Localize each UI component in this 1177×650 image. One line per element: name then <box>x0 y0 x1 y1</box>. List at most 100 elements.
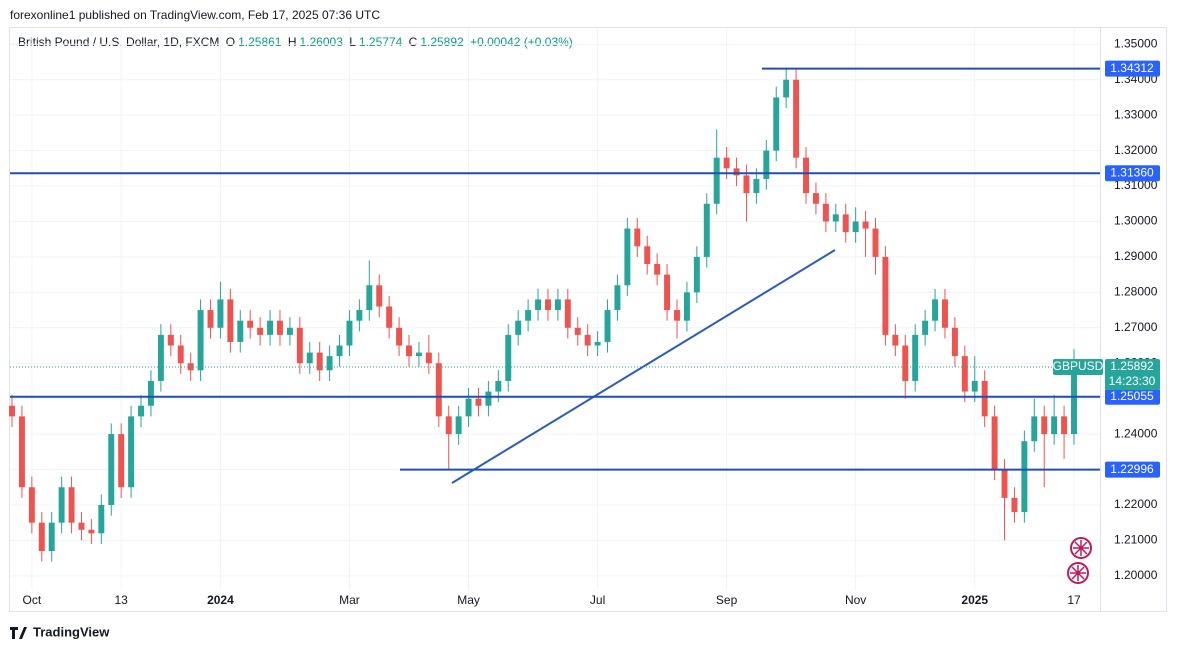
countdown: 14:23:30 <box>1109 374 1156 388</box>
candle-body <box>852 221 859 233</box>
candle-body <box>138 405 145 417</box>
symbol-legend: British Pound / U.S. Dollar, 1D, FXCM O 1… <box>18 35 576 49</box>
y-tick-label: 1.35000 <box>1114 36 1158 50</box>
x-tick-label: 2025 <box>961 593 988 607</box>
candle-body <box>108 434 115 505</box>
symbol: British Pound / U.S. Dollar, 1D, FXCM <box>18 35 220 49</box>
candle-body <box>1041 416 1048 435</box>
candle-body <box>902 345 909 381</box>
candle-body <box>862 221 869 229</box>
y-tick-label: 1.29000 <box>1114 249 1158 263</box>
candle-body <box>1021 441 1028 513</box>
candle-body <box>118 434 125 488</box>
candle-body <box>1051 416 1058 435</box>
candle-body <box>654 263 661 275</box>
candle-body <box>634 228 641 247</box>
candle-body <box>1031 416 1038 442</box>
candle-body <box>435 363 442 417</box>
candle-body <box>316 352 323 371</box>
level-label-bg <box>1105 388 1160 405</box>
candle-body <box>227 299 234 342</box>
candle-body <box>515 320 522 335</box>
overlays: 1.200001.210001.220001.230001.240001.250… <box>10 36 1160 607</box>
candle-body <box>38 522 45 552</box>
x-tick-label: Nov <box>845 593 866 607</box>
y-tick-label: 1.27000 <box>1114 320 1158 334</box>
candle-body <box>961 356 968 392</box>
y-tick-label: 1.30000 <box>1114 214 1158 228</box>
candle-body <box>495 380 502 392</box>
candle-body <box>197 310 204 371</box>
level-label: 1.25055 <box>1110 389 1154 403</box>
candle-body <box>455 416 462 435</box>
candle-body <box>296 327 303 364</box>
brand: TradingView <box>33 624 110 639</box>
candle-body <box>803 157 809 194</box>
candle-body <box>544 299 551 311</box>
ohlc-value: 1.25774 <box>358 35 403 49</box>
candle-body <box>267 320 274 335</box>
candle-body <box>773 97 780 151</box>
candle-body <box>882 256 889 335</box>
ohlc-value: 1.25892 <box>420 35 464 49</box>
candle-body <box>703 203 710 257</box>
candle-body <box>396 327 403 346</box>
x-tick-label: 2024 <box>207 593 234 607</box>
y-tick-label: 1.24000 <box>1114 426 1158 440</box>
last-price-label: 1.25892 <box>1110 359 1154 373</box>
candle-body <box>624 228 631 286</box>
x-tick-label: 17 <box>1067 593 1081 607</box>
candle-body <box>9 405 15 417</box>
x-tick-label: 13 <box>114 593 128 607</box>
candle-body <box>257 327 264 335</box>
candle-body <box>564 299 571 328</box>
candle-body <box>336 345 343 357</box>
candle-body <box>326 356 333 371</box>
candle-body <box>525 310 532 321</box>
candle-body <box>1001 469 1008 498</box>
level-label: 1.34312 <box>1110 61 1154 75</box>
candle-body <box>306 352 313 364</box>
candle-body <box>48 522 55 552</box>
flag-icon <box>1070 537 1092 559</box>
level-label-bg <box>1105 165 1160 182</box>
candle-body <box>951 327 958 357</box>
candle-body <box>346 320 353 346</box>
candle-body <box>277 320 283 335</box>
x-tick-label: Oct <box>23 593 42 607</box>
candle-body <box>366 285 373 311</box>
published-line: forexonline1 published on TradingView.co… <box>10 8 381 22</box>
ohlc-label: C <box>408 35 418 49</box>
candle-body <box>604 310 611 342</box>
candle-body <box>941 299 948 328</box>
candle-body <box>535 299 542 311</box>
candle-body <box>376 285 383 307</box>
y-tick-label: 1.33000 <box>1114 107 1158 121</box>
candle-body <box>485 391 492 406</box>
candle-body <box>753 178 760 194</box>
symbol-label: GBPUSD <box>1053 359 1104 373</box>
candle-body <box>812 193 819 204</box>
last-price-bg <box>1105 359 1160 391</box>
candle-body <box>28 487 35 523</box>
candle-body <box>674 310 680 321</box>
x-tick-label: May <box>457 593 480 607</box>
candle-body <box>743 175 750 194</box>
candle-body <box>98 504 105 534</box>
candle-body <box>693 256 700 293</box>
candle-body <box>554 299 561 311</box>
ohlc-label: O <box>225 35 236 49</box>
candles <box>9 69 1077 562</box>
y-tick-label: 1.32000 <box>1114 143 1158 157</box>
candle-body <box>991 416 998 470</box>
candle-body <box>763 150 770 179</box>
candle-body <box>237 320 244 342</box>
ohlc-value: 1.26003 <box>299 35 343 49</box>
ohlc-label: H <box>287 35 297 49</box>
candle-body <box>644 246 651 264</box>
candle-body <box>386 306 393 328</box>
ohlc-label: L <box>349 35 356 49</box>
candle-body <box>207 310 214 328</box>
